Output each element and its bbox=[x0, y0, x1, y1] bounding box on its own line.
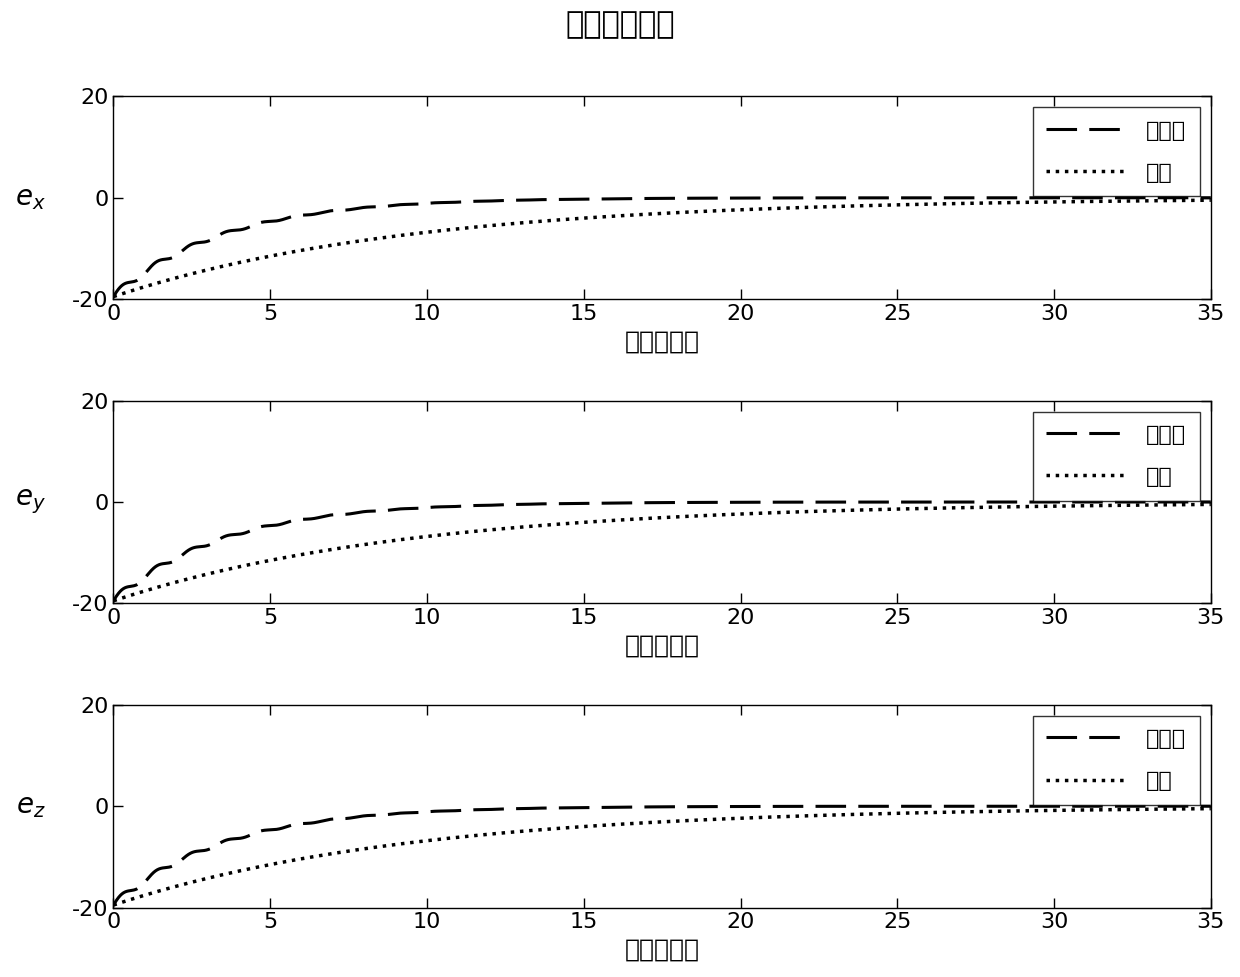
传统 bbox=[526, 521, 541, 532]
增强型 bbox=[105, 291, 120, 303]
传统 bbox=[925, 502, 940, 514]
增强型 bbox=[305, 817, 320, 828]
Line: 传统: 传统 bbox=[113, 504, 1210, 601]
增强型 bbox=[105, 899, 120, 911]
传统 bbox=[1203, 194, 1218, 206]
增强型 bbox=[1203, 191, 1218, 203]
增强型 bbox=[925, 800, 940, 812]
Legend: 增强型, 传统: 增强型, 传统 bbox=[1033, 411, 1200, 500]
Legend: 增强型, 传统: 增强型, 传统 bbox=[1033, 716, 1200, 805]
增强型 bbox=[820, 192, 835, 204]
增强型 bbox=[1203, 800, 1218, 812]
Legend: 增强型, 传统: 增强型, 传统 bbox=[1033, 107, 1200, 196]
增强型 bbox=[305, 208, 320, 220]
Text: 位置跟踪误差: 位置跟踪误差 bbox=[565, 10, 675, 39]
传统 bbox=[925, 198, 940, 210]
Y-axis label: $e_y$: $e_y$ bbox=[15, 488, 46, 516]
X-axis label: 时间（秒）: 时间（秒） bbox=[625, 329, 699, 354]
X-axis label: 时间（秒）: 时间（秒） bbox=[625, 634, 699, 658]
Line: 传统: 传统 bbox=[113, 200, 1210, 297]
Line: 增强型: 增强型 bbox=[113, 197, 1210, 297]
传统 bbox=[305, 547, 320, 559]
增强型 bbox=[526, 194, 541, 206]
增强型 bbox=[1203, 496, 1218, 508]
增强型 bbox=[1008, 496, 1023, 508]
增强型 bbox=[526, 498, 541, 510]
传统 bbox=[764, 202, 779, 214]
传统 bbox=[105, 595, 120, 607]
Y-axis label: $e_z$: $e_z$ bbox=[16, 792, 45, 820]
增强型 bbox=[764, 496, 779, 508]
增强型 bbox=[1008, 191, 1023, 203]
传统 bbox=[105, 899, 120, 911]
增强型 bbox=[105, 595, 120, 607]
传统 bbox=[526, 216, 541, 228]
传统 bbox=[925, 807, 940, 819]
增强型 bbox=[1008, 800, 1023, 812]
传统 bbox=[305, 242, 320, 254]
传统 bbox=[1008, 196, 1023, 208]
传统 bbox=[1008, 501, 1023, 513]
Y-axis label: $e_x$: $e_x$ bbox=[15, 184, 46, 212]
增强型 bbox=[526, 802, 541, 814]
Line: 增强型: 增强型 bbox=[113, 806, 1210, 905]
增强型 bbox=[820, 496, 835, 508]
Line: 增强型: 增强型 bbox=[113, 502, 1210, 601]
增强型 bbox=[820, 800, 835, 812]
传统 bbox=[305, 851, 320, 863]
传统 bbox=[764, 507, 779, 519]
传统 bbox=[764, 811, 779, 823]
增强型 bbox=[925, 496, 940, 508]
传统 bbox=[1203, 498, 1218, 510]
传统 bbox=[526, 825, 541, 836]
传统 bbox=[105, 291, 120, 303]
Line: 传统: 传统 bbox=[113, 809, 1210, 905]
传统 bbox=[820, 809, 835, 821]
X-axis label: 时间（秒）: 时间（秒） bbox=[625, 938, 699, 962]
增强型 bbox=[764, 192, 779, 204]
传统 bbox=[1203, 803, 1218, 815]
传统 bbox=[820, 201, 835, 213]
传统 bbox=[820, 505, 835, 517]
增强型 bbox=[925, 191, 940, 203]
传统 bbox=[1008, 805, 1023, 817]
增强型 bbox=[764, 800, 779, 812]
增强型 bbox=[305, 513, 320, 525]
